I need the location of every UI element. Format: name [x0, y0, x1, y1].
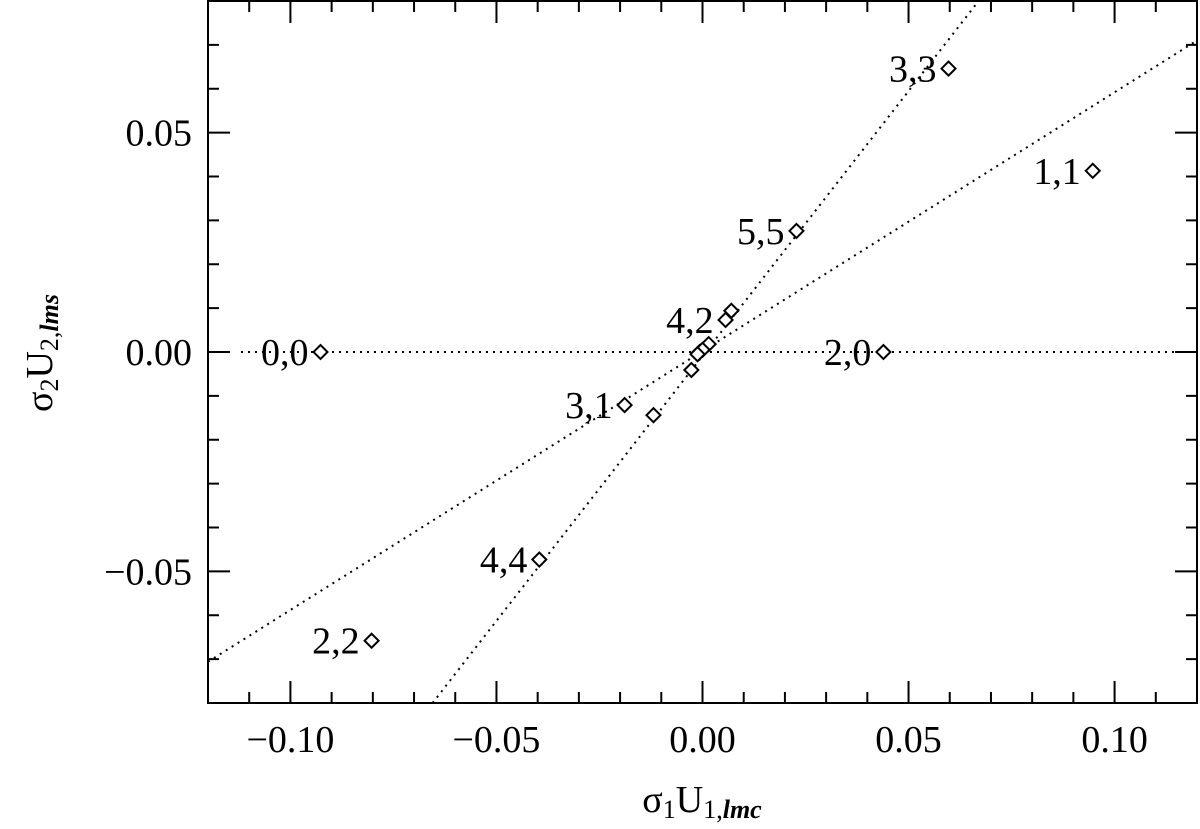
- guide-line: [207, 39, 1198, 663]
- point: [788, 222, 805, 240]
- point: [874, 343, 892, 361]
- point-label: 5,5: [737, 211, 785, 253]
- x-tick-label: −0.05: [452, 719, 540, 761]
- guide-line: [431, 0, 980, 704]
- point: [312, 343, 329, 361]
- point: [689, 345, 706, 363]
- y-axis-label: σ2U2,lms: [19, 294, 64, 412]
- point-label: 2,0: [824, 332, 872, 374]
- point-label: 0,0: [261, 332, 309, 374]
- x-axis-label: σ1U1,lmc: [642, 779, 762, 824]
- y-tick-label: 0.05: [126, 113, 193, 155]
- x-tick-label: 0.05: [875, 719, 942, 761]
- y-tick-label: 0.00: [126, 332, 193, 374]
- y-tick-label: −0.05: [104, 551, 192, 593]
- point-label: 4,2: [666, 300, 714, 342]
- point: [530, 551, 548, 568]
- point: [616, 396, 634, 414]
- point: [940, 60, 957, 77]
- point-label: 1,1: [1033, 151, 1081, 193]
- point-label: 3,1: [565, 385, 613, 427]
- point-label: 4,4: [480, 540, 528, 582]
- point: [717, 311, 734, 329]
- point: [1084, 162, 1102, 180]
- point-label: 3,3: [889, 49, 937, 91]
- x-tick-label: −0.10: [246, 719, 334, 761]
- point: [722, 302, 740, 320]
- point: [645, 406, 662, 424]
- point: [682, 361, 700, 379]
- point-label: 2,2: [312, 621, 360, 663]
- x-tick-label: 0.10: [1081, 719, 1148, 761]
- x-tick-label: 0.00: [669, 719, 736, 761]
- point: [363, 632, 381, 650]
